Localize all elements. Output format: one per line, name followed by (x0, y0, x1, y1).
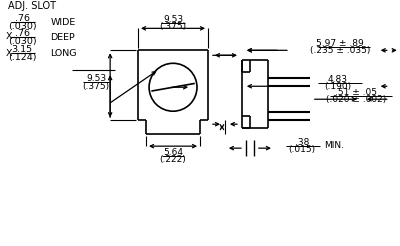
Text: DEEP: DEEP (50, 33, 75, 42)
Text: (.190): (.190) (324, 82, 351, 91)
Text: (.030): (.030) (8, 37, 36, 46)
Text: 5.97 ± .89: 5.97 ± .89 (316, 39, 364, 48)
Text: (.375): (.375) (160, 22, 187, 31)
Text: .38: .38 (295, 138, 309, 147)
Text: (.222): (.222) (160, 155, 186, 164)
Text: .51 ± .05: .51 ± .05 (335, 88, 377, 97)
Text: X: X (5, 32, 12, 41)
Text: (.015): (.015) (288, 145, 316, 154)
Text: 5.64: 5.64 (163, 148, 183, 157)
Text: (.030): (.030) (8, 22, 36, 31)
Text: (.375): (.375) (82, 82, 110, 91)
Text: ADJ. SLOT: ADJ. SLOT (8, 1, 56, 11)
Text: (.020 ± .002): (.020 ± .002) (326, 95, 386, 104)
Text: .76: .76 (15, 29, 30, 38)
Text: WIDE: WIDE (50, 18, 76, 27)
Text: 9.53: 9.53 (163, 15, 183, 24)
Text: (.124): (.124) (8, 53, 36, 62)
Text: MIN.: MIN. (324, 141, 344, 150)
Text: (.235 ± .035): (.235 ± .035) (310, 46, 370, 55)
Text: 9.53: 9.53 (86, 74, 106, 83)
Text: .76: .76 (15, 14, 30, 23)
Text: 3.15: 3.15 (12, 45, 33, 54)
Text: 4.83: 4.83 (328, 75, 348, 84)
Text: X: X (5, 49, 12, 58)
Text: LONG: LONG (50, 49, 77, 58)
